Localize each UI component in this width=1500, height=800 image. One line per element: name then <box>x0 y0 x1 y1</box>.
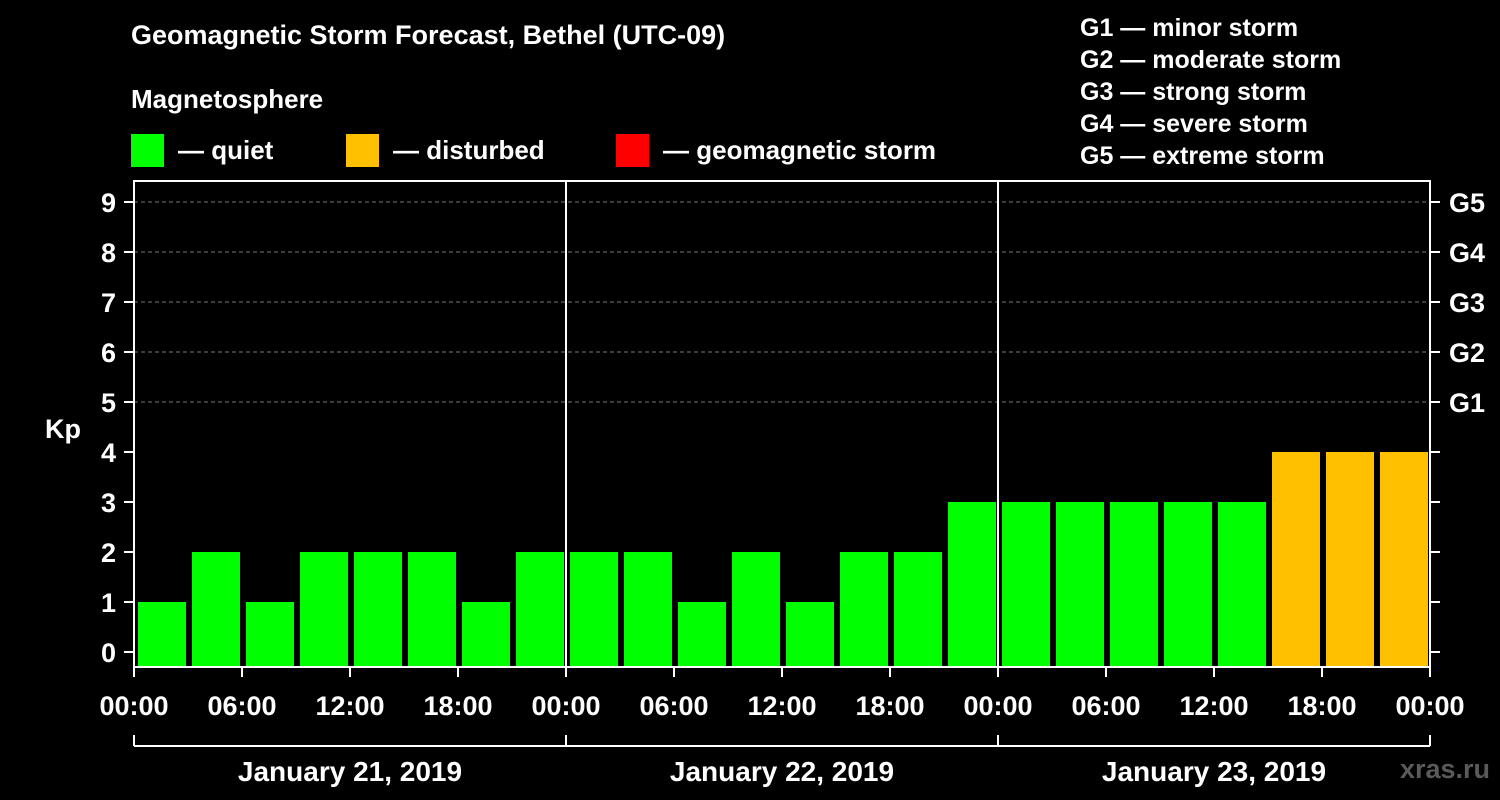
kp-bar <box>408 552 456 667</box>
y-axis-label: Kp <box>45 414 81 444</box>
storm-level-axis-label-g5: G5 <box>1449 188 1485 218</box>
storm-level-axis-label-g4: G4 <box>1449 238 1485 268</box>
kp-bar <box>300 552 348 667</box>
storm-level-g5: G5 — extreme storm <box>1080 142 1325 170</box>
y-tick-label: 9 <box>101 188 116 218</box>
kp-bar <box>1326 452 1374 667</box>
kp-bar <box>570 552 618 667</box>
storm-level-axis-label-g1: G1 <box>1449 388 1485 418</box>
x-tick-label: 12:00 <box>747 691 816 721</box>
kp-bar <box>948 502 996 667</box>
x-tick-label: 00:00 <box>531 691 600 721</box>
x-tick-label: 18:00 <box>1287 691 1356 721</box>
legend-item-disturbed: — disturbed <box>346 133 545 167</box>
x-tick-label: 06:00 <box>207 691 276 721</box>
legend-swatch-quiet <box>131 133 164 167</box>
kp-bar <box>1218 502 1266 667</box>
magnetosphere-label: Magnetosphere <box>131 84 324 114</box>
kp-bar <box>246 602 294 667</box>
legend-item-quiet: — quiet <box>131 133 273 167</box>
y-tick-label: 6 <box>101 338 116 368</box>
storm-level-g2: G2 — moderate storm <box>1080 46 1342 74</box>
y-tick-label: 3 <box>101 488 116 518</box>
legend-label-storm: — geomagnetic storm <box>663 134 937 165</box>
storm-level-axis-label-g2: G2 <box>1449 338 1485 368</box>
kp-bar <box>1002 502 1050 667</box>
y-tick-label: 0 <box>101 638 116 668</box>
day-label: January 22, 2019 <box>670 756 894 787</box>
legend-label-quiet: — quiet <box>178 134 274 165</box>
kp-bar <box>1056 502 1104 667</box>
kp-bar <box>354 552 402 667</box>
kp-bar <box>462 602 510 667</box>
x-tick-label: 00:00 <box>963 691 1032 721</box>
kp-bar <box>138 602 186 667</box>
storm-level-list: G1 — minor storm G2 — moderate storm G3 … <box>1080 12 1341 172</box>
x-tick-label: 06:00 <box>1071 691 1140 721</box>
day-label: January 23, 2019 <box>1102 756 1326 787</box>
kp-bar <box>678 602 726 667</box>
kp-bar <box>516 552 564 667</box>
y-tick-label: 1 <box>101 588 116 618</box>
storm-level-axis-label-g3: G3 <box>1449 288 1485 318</box>
y-tick-label: 5 <box>101 388 116 418</box>
y-tick-label: 7 <box>101 288 116 318</box>
y-tick-label: 2 <box>101 538 116 568</box>
chart-title: Geomagnetic Storm Forecast, Bethel (UTC-… <box>131 20 726 50</box>
kp-bar <box>1164 502 1212 667</box>
kp-bar <box>1380 452 1428 667</box>
legend-swatch-disturbed <box>346 133 379 167</box>
kp-bar <box>1272 452 1320 667</box>
storm-level-g3: G3 — strong storm <box>1080 78 1307 106</box>
y-tick-label: 8 <box>101 238 116 268</box>
storm-level-g1: G1 — minor storm <box>1080 14 1299 42</box>
kp-bar <box>786 602 834 667</box>
x-tick-label: 00:00 <box>99 691 168 721</box>
kp-bar <box>624 552 672 667</box>
x-tick-label: 12:00 <box>315 691 384 721</box>
legend-item-storm: — geomagnetic storm <box>616 133 936 167</box>
legend-label-disturbed: — disturbed <box>393 134 545 165</box>
kp-bar <box>732 552 780 667</box>
x-tick-label: 12:00 <box>1179 691 1248 721</box>
kp-bar <box>1110 502 1158 667</box>
kp-bar <box>192 552 240 667</box>
x-tick-label: 06:00 <box>639 691 708 721</box>
kp-bar <box>840 552 888 667</box>
y-tick-label: 4 <box>101 438 116 468</box>
watermark: xras.ru <box>1399 754 1490 784</box>
day-label: January 21, 2019 <box>238 756 462 787</box>
kp-bar <box>894 552 942 667</box>
x-tick-label: 18:00 <box>855 691 924 721</box>
legend-swatch-storm <box>616 133 649 167</box>
storm-level-g4: G4 — severe storm <box>1080 110 1308 138</box>
x-tick-label: 18:00 <box>423 691 492 721</box>
x-tick-label: 00:00 <box>1395 691 1464 721</box>
